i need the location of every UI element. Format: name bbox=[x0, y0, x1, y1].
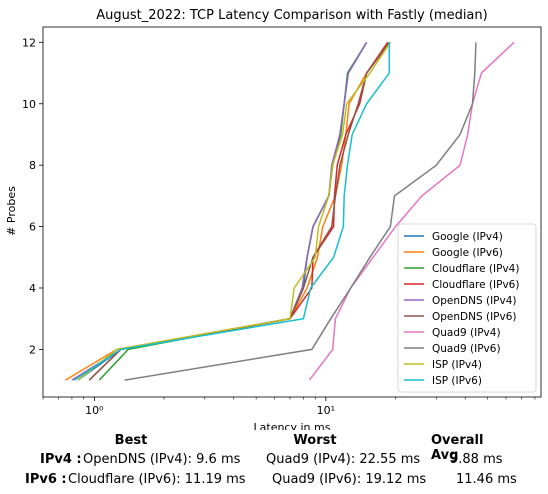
legend-label: OpenDNS (IPv4) bbox=[432, 295, 517, 307]
legend-label: ISP (IPv6) bbox=[432, 375, 482, 387]
x-axis-label: Latency in ms bbox=[254, 421, 331, 430]
legend-label: Quad9 (IPv4) bbox=[432, 327, 501, 339]
chart-title: August_2022: TCP Latency Comparison with… bbox=[96, 8, 487, 23]
series-line-8 bbox=[77, 41, 392, 381]
avg-ipv6: 11.46 ms bbox=[456, 472, 517, 487]
y-tick-label: 12 bbox=[22, 36, 36, 49]
y-axis-label: # Probes bbox=[5, 186, 18, 236]
legend-label: Cloudflare (IPv4) bbox=[432, 263, 519, 275]
best-ipv4: OpenDNS (IPv4): 9.6 ms bbox=[83, 452, 241, 467]
y-tick-label: 2 bbox=[29, 343, 36, 356]
series-line-9 bbox=[73, 42, 391, 381]
header-avg: Overall Avg bbox=[431, 433, 484, 463]
legend-label: OpenDNS (IPv6) bbox=[432, 311, 517, 323]
avg-ipv4: 9.88 ms bbox=[450, 452, 503, 467]
series-line-4 bbox=[71, 41, 368, 381]
series-line-6 bbox=[308, 41, 515, 381]
best-ipv6: Cloudflare (IPv6): 11.19 ms bbox=[68, 472, 246, 487]
x-tick-label: 10⁰ bbox=[85, 404, 104, 417]
legend-box bbox=[397, 223, 537, 393]
y-tick-label: 6 bbox=[29, 221, 36, 234]
legend: Google (IPv4) Google (IPv6) Cloudflare (IP… bbox=[397, 223, 537, 393]
y-tick-label: 4 bbox=[29, 282, 36, 295]
header-best: Best bbox=[114, 433, 148, 448]
legend-label: Cloudflare (IPv6) bbox=[432, 279, 519, 291]
series-line-7 bbox=[124, 42, 477, 381]
y-tick-label: 10 bbox=[22, 98, 36, 111]
worst-ipv6: Quad9 (IPv6): 19.12 ms bbox=[272, 472, 427, 487]
latency-chart: August_2022: TCP Latency Comparison with… bbox=[5, 8, 542, 430]
summary-table: Best Worst Overall Avg IPv4 : OpenDNS (I… bbox=[0, 430, 548, 494]
legend-label: ISP (IPv4) bbox=[432, 359, 482, 371]
x-tick-label: 10¹ bbox=[317, 404, 335, 417]
worst-ipv4: Quad9 (IPv4): 22.55 ms bbox=[266, 452, 421, 467]
y-tick-label: 8 bbox=[29, 159, 36, 172]
header-worst: Worst bbox=[293, 433, 337, 448]
axes-frame bbox=[42, 26, 542, 398]
plot-area: 2 4 6 8 10 12 10⁰ 10¹ bbox=[22, 26, 542, 417]
legend-label: Google (IPv6) bbox=[432, 247, 503, 259]
legend-label: Google (IPv4) bbox=[432, 231, 503, 243]
legend-label: Quad9 (IPv6) bbox=[432, 343, 501, 355]
row-label-ipv4: IPv4 : bbox=[40, 452, 82, 467]
row-label-ipv6: IPv6 : bbox=[25, 472, 67, 487]
